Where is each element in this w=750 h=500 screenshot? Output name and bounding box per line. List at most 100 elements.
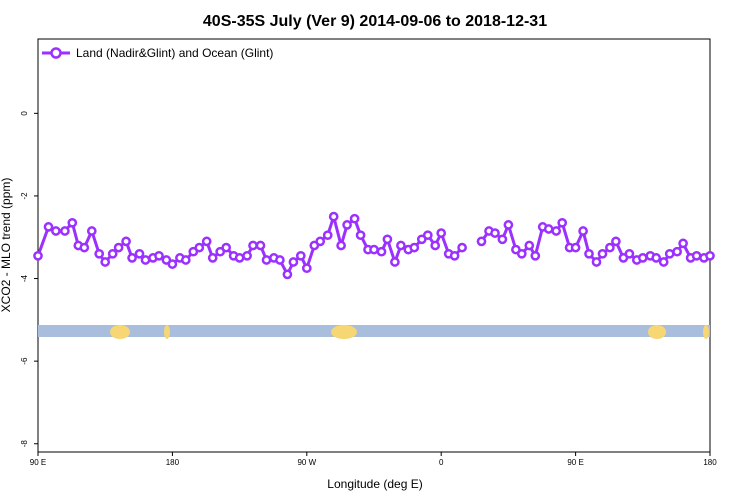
data-point bbox=[516, 248, 527, 259]
data-point bbox=[221, 242, 232, 253]
data-point bbox=[658, 257, 669, 267]
data-point bbox=[543, 224, 554, 234]
data-point bbox=[705, 250, 715, 261]
data-point bbox=[180, 255, 191, 265]
y-tick-label: -6 bbox=[20, 357, 29, 365]
data-point bbox=[624, 248, 635, 259]
data-point bbox=[430, 240, 441, 251]
data-point bbox=[530, 250, 541, 261]
x-axis: 90 E 180 90 W 0 90 E 180 bbox=[30, 452, 717, 467]
data-point bbox=[154, 250, 164, 261]
y-tick-label: -4 bbox=[20, 274, 29, 282]
data-point bbox=[127, 253, 137, 263]
x-tick-label: 0 bbox=[439, 458, 444, 467]
data-point bbox=[376, 246, 387, 257]
data-point bbox=[497, 234, 508, 245]
data-point bbox=[557, 217, 568, 228]
y-axis-label: XCO2 - MLO trend (ppm) bbox=[0, 178, 13, 313]
data-point bbox=[234, 253, 245, 263]
data-point bbox=[113, 242, 124, 253]
data-point bbox=[584, 248, 594, 259]
data-point bbox=[551, 226, 562, 236]
data-point bbox=[301, 263, 312, 274]
data-point bbox=[336, 240, 346, 251]
data-point bbox=[591, 257, 602, 267]
data-point bbox=[295, 250, 306, 261]
data-point bbox=[664, 248, 675, 259]
data-point bbox=[369, 244, 379, 255]
data-point bbox=[436, 228, 447, 238]
y-tick-label: -2 bbox=[20, 192, 29, 200]
x-tick-label: 180 bbox=[166, 458, 180, 467]
data-point bbox=[100, 257, 111, 267]
data-point bbox=[255, 240, 266, 251]
data-point bbox=[201, 236, 212, 247]
land-patch bbox=[164, 325, 170, 339]
data-point bbox=[672, 246, 682, 257]
data-point bbox=[194, 242, 205, 253]
data-point bbox=[86, 226, 97, 236]
legend: Land (Nadir&Glint) and Ocean (Glint) bbox=[42, 46, 273, 60]
data-point bbox=[94, 248, 105, 259]
data-point bbox=[207, 253, 218, 263]
data-point bbox=[248, 240, 258, 251]
x-tick-label: 90 E bbox=[30, 458, 46, 467]
plot-frame bbox=[37, 38, 711, 453]
data-point bbox=[355, 230, 366, 241]
data-point bbox=[322, 230, 333, 241]
data-point bbox=[409, 242, 420, 253]
data-point bbox=[503, 220, 514, 230]
land-patch bbox=[648, 325, 666, 339]
x-axis-label: Longitude (deg E) bbox=[327, 477, 422, 491]
ocean-band bbox=[38, 325, 710, 337]
data-point bbox=[605, 242, 615, 253]
data-point bbox=[349, 213, 360, 224]
data-point bbox=[524, 240, 535, 251]
y-axis: 0 -2 -4 -6 -8 bbox=[20, 111, 38, 447]
data-point bbox=[678, 238, 688, 249]
data-point bbox=[476, 236, 487, 247]
y-tick-label: 0 bbox=[20, 111, 29, 116]
data-point bbox=[449, 250, 460, 261]
data-point bbox=[691, 250, 702, 261]
data-point bbox=[51, 226, 61, 236]
data-point bbox=[382, 234, 393, 245]
data-point bbox=[457, 242, 467, 253]
data-point bbox=[390, 257, 400, 267]
data-point bbox=[637, 253, 648, 263]
data-point bbox=[140, 255, 151, 265]
data-point bbox=[396, 240, 406, 251]
plot-area: Land (Nadir&Glint) and Ocean (Glint) bbox=[33, 38, 715, 453]
x-tick-label: 180 bbox=[703, 458, 717, 467]
data-point bbox=[570, 242, 581, 253]
land-strip bbox=[38, 325, 710, 339]
data-point bbox=[490, 228, 500, 238]
data-point bbox=[107, 248, 118, 259]
chart-title: 40S-35S July (Ver 9) 2014-09-06 to 2018-… bbox=[203, 13, 547, 30]
data-point bbox=[67, 217, 78, 228]
data-point bbox=[282, 269, 293, 280]
x-tick-label: 90 W bbox=[297, 458, 316, 467]
data-point bbox=[33, 250, 43, 261]
data-point bbox=[315, 236, 326, 247]
data-point bbox=[43, 222, 54, 232]
data-point bbox=[651, 253, 662, 263]
land-patch bbox=[703, 325, 709, 339]
data-point bbox=[261, 255, 272, 265]
data-point bbox=[167, 259, 178, 269]
data-point bbox=[342, 220, 352, 230]
x-tick-label: 90 E bbox=[567, 458, 583, 467]
data-point bbox=[422, 230, 433, 241]
legend-label: Land (Nadir&Glint) and Ocean (Glint) bbox=[76, 46, 273, 60]
land-patch bbox=[331, 325, 357, 339]
data-point bbox=[121, 236, 131, 247]
data-point bbox=[328, 211, 339, 222]
data-point bbox=[79, 242, 90, 253]
data-point bbox=[275, 255, 285, 265]
legend-marker bbox=[50, 47, 62, 59]
land-patch bbox=[110, 325, 130, 339]
data-point bbox=[597, 248, 608, 259]
data-point bbox=[242, 250, 252, 261]
data-point bbox=[611, 236, 621, 247]
